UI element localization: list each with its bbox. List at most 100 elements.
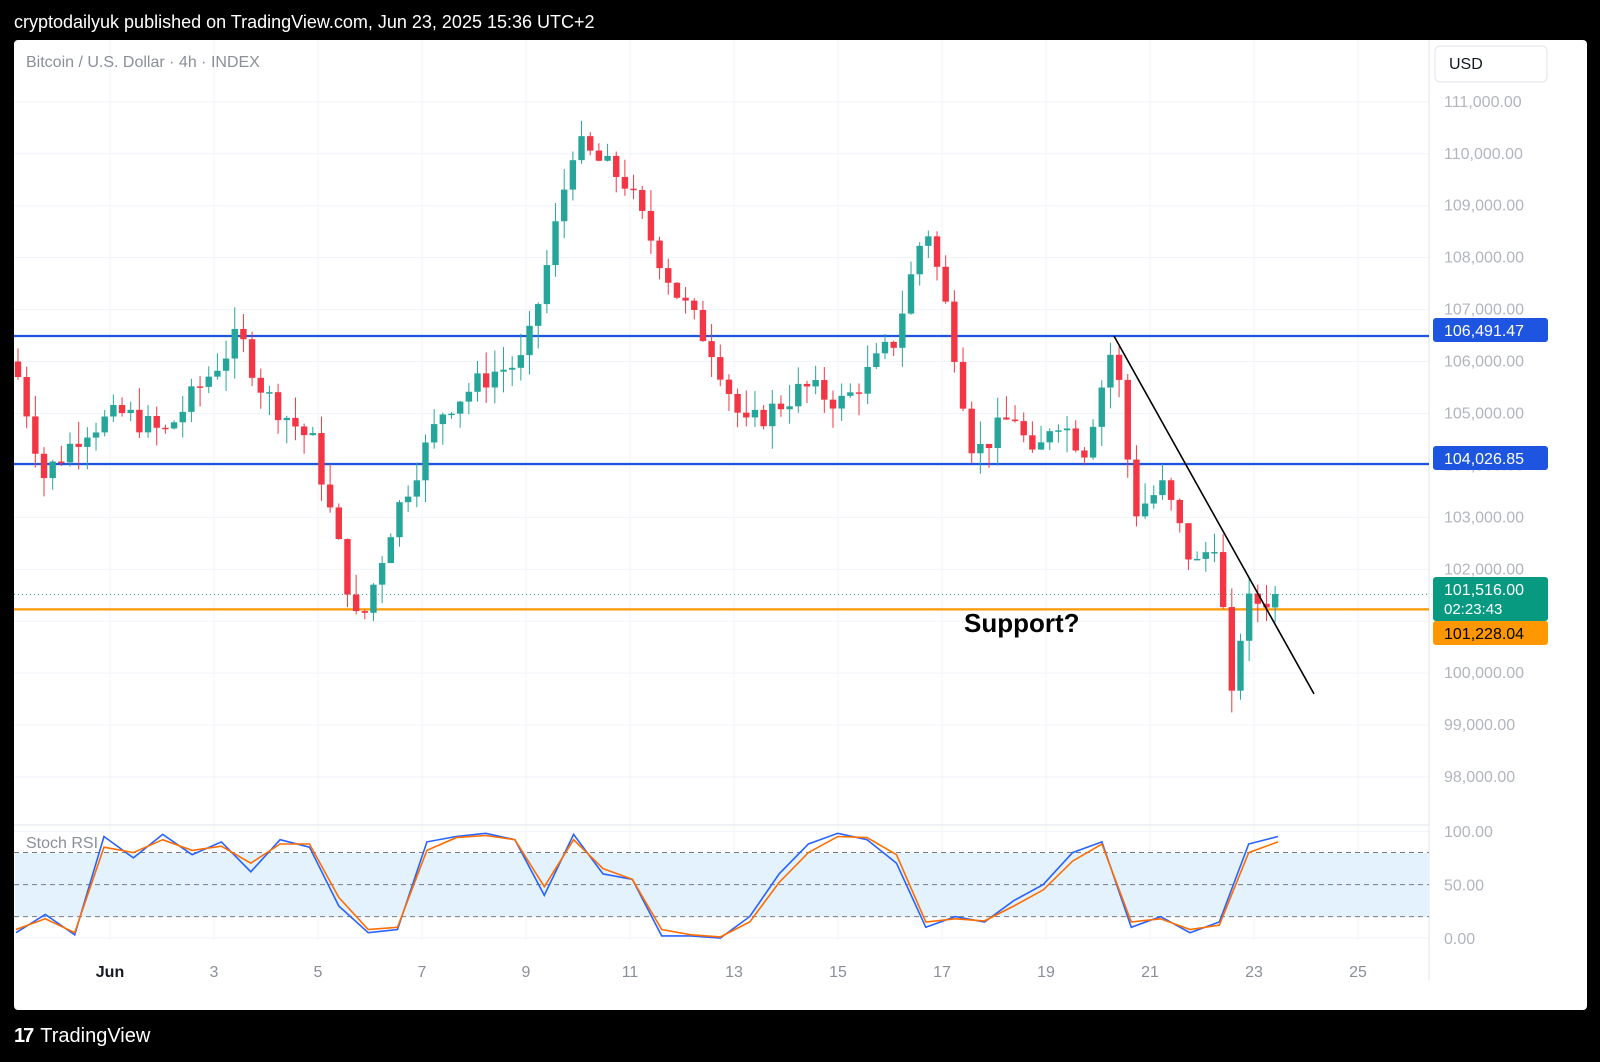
candle-body (639, 190, 646, 211)
time-axis-tick: 7 (418, 964, 427, 981)
time-axis-tick: 15 (829, 964, 847, 981)
candle-body (456, 401, 464, 414)
time-axis[interactable]: Jun 3 5 7 9 11 13 15 17 19 21 23 25 (96, 964, 1367, 981)
candle-body (812, 380, 819, 387)
candle-body (1237, 640, 1244, 691)
price-axis[interactable]: 111,000.00 110,000.00 109,000.00 108,000.00… (1444, 94, 1524, 948)
candle-body (1211, 552, 1218, 554)
candle-body (595, 150, 603, 161)
time-axis-tick: 17 (933, 964, 951, 981)
currency-label: USD (1449, 56, 1483, 73)
candle-body (170, 422, 178, 429)
trend-line[interactable] (1113, 335, 1315, 695)
candle-body (1020, 421, 1027, 436)
symbol-label: Bitcoin / U.S. Dollar · 4h · INDEX (26, 54, 260, 71)
candle-body (994, 417, 1001, 449)
price-axis-tick: 107,000.00 (1444, 302, 1524, 319)
footer-brand[interactable]: 17 TradingView (14, 1016, 150, 1056)
candle-body (240, 328, 247, 340)
candle-body (110, 404, 117, 417)
candle-body (482, 373, 490, 388)
candle-body (474, 373, 481, 392)
candle-body (743, 412, 750, 418)
candle-body (439, 414, 447, 425)
candle-body (404, 496, 412, 503)
price-axis-tick: 111,000.00 (1444, 94, 1522, 111)
candle-body (422, 442, 429, 481)
stoch-rsi-label: Stoch RSI (26, 835, 98, 852)
candle-body (1202, 552, 1209, 559)
countdown-timer: 02:23:43 (1444, 601, 1502, 618)
candle-body (769, 403, 776, 427)
candle-body (118, 404, 126, 414)
candle-body (49, 461, 56, 479)
candle-body (899, 313, 906, 348)
candle-body (543, 265, 551, 305)
candle-body (1245, 593, 1253, 641)
candle-body (127, 409, 134, 414)
time-axis-tick: 21 (1141, 964, 1159, 981)
candle-body (760, 409, 767, 427)
candle-body (465, 391, 473, 402)
candle-body (1107, 354, 1114, 388)
candle-body (413, 480, 421, 497)
candle-body (1063, 428, 1071, 431)
candle-body (1072, 428, 1079, 451)
stoch-band-lines (14, 852, 1429, 918)
candle-body (621, 176, 629, 189)
candle-body (162, 427, 169, 430)
candle-body (491, 371, 499, 388)
candle-body (248, 339, 256, 378)
candle-body (907, 274, 915, 314)
candle-body (188, 386, 195, 412)
price-axis-tick: 99,000.00 (1444, 717, 1515, 734)
candle-body (144, 415, 152, 433)
candle-body (32, 416, 39, 454)
candle-body (751, 409, 759, 418)
candle-body (75, 443, 82, 447)
chart-frame[interactable]: 111,000.00 110,000.00 109,000.00 108,000.00… (14, 40, 1587, 1010)
candle-body (881, 341, 889, 354)
candle-body (717, 357, 724, 380)
currency-button[interactable]: USD (1434, 45, 1548, 83)
candle-body (222, 358, 230, 371)
time-axis-tick: 19 (1037, 964, 1055, 981)
candle-body (587, 136, 594, 151)
candle-body (959, 361, 967, 409)
candle-body (829, 399, 837, 409)
candle-body (968, 408, 975, 454)
candle-body (14, 361, 22, 378)
candle-body (1193, 558, 1201, 561)
time-axis-tick: 13 (725, 964, 743, 981)
stoch-band (15, 853, 1429, 917)
grid-lines (14, 40, 1430, 980)
candle-body (1159, 480, 1166, 496)
candle-body (378, 563, 386, 585)
support-annotation: Support? (964, 608, 1080, 638)
candle-body (1029, 435, 1036, 450)
candle-body (1271, 594, 1279, 608)
candle-body (1176, 499, 1183, 524)
candle-body (309, 433, 316, 436)
candle-body (1089, 426, 1097, 458)
candle-body (517, 355, 525, 368)
candle-body (335, 507, 342, 540)
price-axis-tick: 105,000.00 (1444, 405, 1524, 422)
svg-text:101,516.00: 101,516.00 (1444, 582, 1524, 599)
candle-body (205, 376, 212, 387)
candle-body (92, 432, 100, 438)
candle-body (430, 424, 438, 443)
candle-body (196, 386, 204, 388)
candle-body (838, 395, 845, 409)
candle-body (231, 328, 238, 359)
time-axis-tick: 11 (622, 964, 639, 981)
horizontal-levels[interactable] (14, 334, 1429, 611)
chart-canvas[interactable]: 111,000.00 110,000.00 109,000.00 108,000.00… (14, 40, 1587, 1010)
time-axis-tick: 5 (314, 964, 323, 981)
published-header: cryptodailyuk published on TradingView.c… (14, 12, 595, 32)
candle-body (266, 392, 273, 394)
candle-body (847, 392, 854, 396)
candle-body (58, 461, 65, 464)
candle-body (1098, 387, 1105, 427)
candle-body (665, 268, 672, 283)
